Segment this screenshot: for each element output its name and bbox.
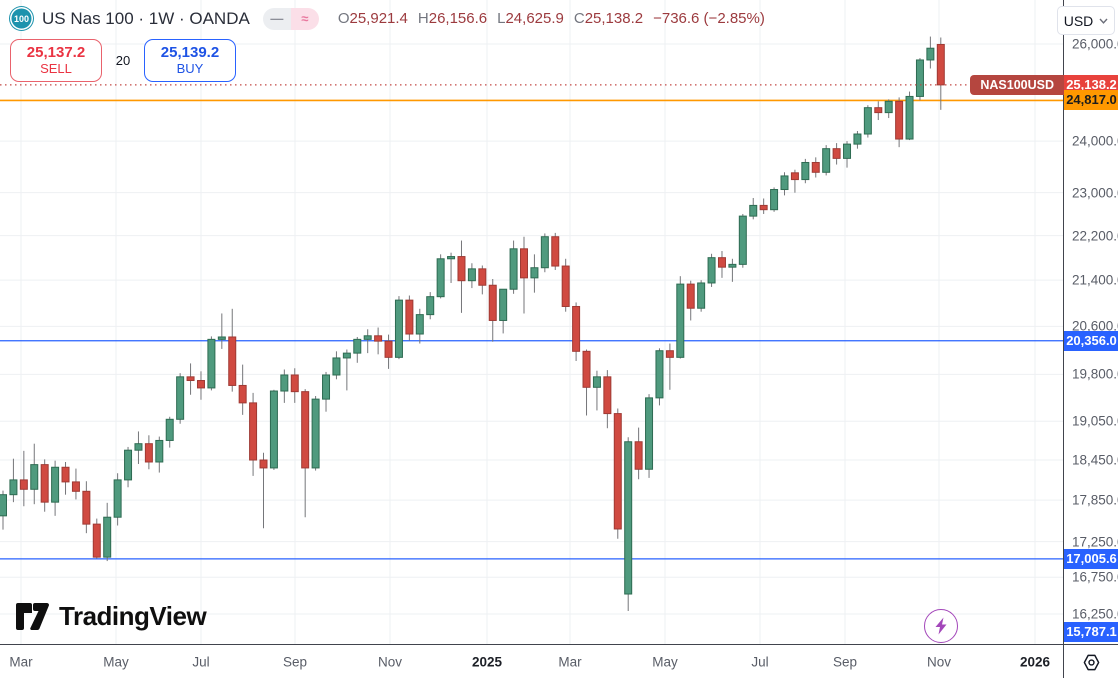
price-tick-label: 21,400.0	[1072, 272, 1118, 288]
gridlines	[0, 0, 1063, 644]
low-label: L	[497, 10, 506, 27]
time-tick-label: Nov	[926, 654, 952, 670]
symbol-logo-icon: 100	[10, 7, 33, 30]
time-tick-label: Jul	[751, 654, 769, 670]
tradingview-wordmark: TradingView	[59, 601, 207, 631]
order-panel: 25,137.2 SELL 20 25,139.2 BUY	[10, 39, 236, 82]
price-tick-label: 26,000.0	[1072, 36, 1118, 52]
close-label: C	[573, 10, 585, 27]
sell-price: 25,137.2	[26, 44, 86, 62]
price-tick-label: 16,250.0	[1072, 606, 1118, 622]
time-tick-label: Jul	[192, 654, 210, 670]
symbol-title[interactable]: US Nas 100 · 1W · OANDA	[42, 8, 250, 28]
time-tick-label: Sep	[282, 654, 308, 670]
time-tick-label: 2026	[1019, 654, 1051, 670]
tradingview-mark-icon	[16, 603, 49, 630]
open-value: 25,921.4	[349, 10, 408, 27]
price-tick-label: 24,000.0	[1072, 133, 1118, 149]
change-value: −736.6 (−2.85%)	[653, 10, 765, 27]
price-tick-label: 19,050.0	[1072, 413, 1118, 429]
axis-settings-corner[interactable]	[1063, 644, 1118, 678]
currency-selector[interactable]: USD	[1057, 6, 1115, 35]
buy-button[interactable]: 25,139.2 BUY	[144, 39, 236, 82]
sell-button[interactable]: 25,137.2 SELL	[10, 39, 102, 82]
lightning-button[interactable]	[924, 609, 958, 643]
dash-status-icon: —	[262, 7, 291, 30]
time-tick-label: 2025	[471, 654, 503, 670]
buy-price: 25,139.2	[160, 44, 220, 62]
symbol-price-line-label[interactable]: NAS100USD	[970, 74, 1064, 95]
time-tick-label: Mar	[558, 654, 582, 670]
chart-legend: 100 US Nas 100 · 1W · OANDA — ≈ O25,921.…	[10, 7, 765, 30]
time-tick-label: Mar	[9, 654, 33, 670]
price-tick-label: 19,800.0	[1072, 366, 1118, 382]
price-badge: 24,817.0	[1064, 90, 1118, 111]
lightning-icon	[935, 617, 947, 635]
tradingview-logo[interactable]: TradingView	[16, 601, 207, 632]
currency-value: USD	[1063, 12, 1094, 29]
high-value: 26,156.6	[428, 10, 488, 27]
price-tick-label: 20,600.0	[1072, 318, 1118, 334]
sell-label: SELL	[40, 60, 72, 76]
market-status-pill[interactable]: — ≈	[262, 7, 319, 30]
gear-icon[interactable]	[1082, 653, 1101, 672]
time-axis[interactable]: Mar May Jul Sep Nov 2025 Mar May Jul Sep Nov 2026	[0, 644, 1063, 678]
close-value: 25,138.2	[584, 10, 644, 27]
ohlc-values: O25,921.4 H26,156.6 L24,625.9 C25,138.2 …	[338, 10, 765, 27]
time-tick-label: Sep	[832, 654, 858, 670]
time-tick-label: May	[652, 654, 678, 670]
price-tick-label: 17,250.0	[1072, 534, 1118, 550]
price-axis[interactable]: NAS100USD 26,000.0 24,000.0 23,000.0 22,200…	[970, 0, 1118, 644]
price-badge: 17,005.6	[1064, 548, 1118, 569]
price-tick-label: 16,750.0	[1072, 569, 1118, 585]
price-level-lines[interactable]	[0, 84, 1063, 560]
price-tick-label: 22,200.0	[1072, 228, 1118, 244]
chart-canvas[interactable]	[0, 0, 1063, 644]
time-tick-label: May	[103, 654, 129, 670]
price-tick-label: 17,850.0	[1072, 492, 1118, 508]
spread-value: 20	[115, 53, 131, 68]
chevron-down-icon	[1099, 18, 1108, 24]
approx-status-icon: ≈	[290, 7, 319, 30]
candles	[0, 36, 945, 612]
price-badge: 25,138.2	[1064, 74, 1118, 95]
open-label: O	[337, 10, 350, 27]
price-tick-label: 23,000.0	[1072, 185, 1118, 201]
low-value: 24,625.9	[505, 10, 564, 27]
buy-label: BUY	[176, 60, 204, 76]
price-badge: 20,356.0	[1064, 330, 1118, 351]
time-tick-label: Nov	[377, 654, 403, 670]
price-tick-label: 18,450.0	[1072, 452, 1118, 468]
price-badge: 15,787.1	[1064, 622, 1118, 642]
high-label: H	[417, 10, 429, 27]
